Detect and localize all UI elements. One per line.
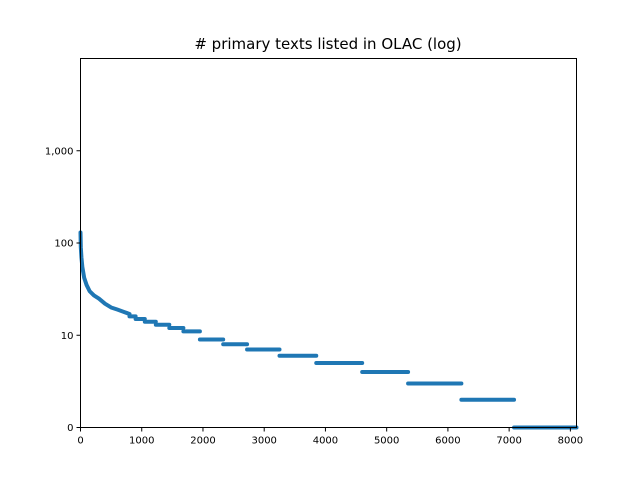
x-tick-label: 0 <box>77 436 83 447</box>
y-tick-label: 10 <box>61 331 74 342</box>
x-tick-label: 4000 <box>313 436 338 447</box>
y-tick-label: 0 <box>67 423 73 434</box>
y-axis: 0 10 100 1,000 <box>45 146 81 434</box>
chart-title: # primary texts listed in OLAC (log) <box>194 35 461 53</box>
x-tick-label: 5000 <box>374 436 399 447</box>
series-curve <box>78 230 132 316</box>
plot-frame <box>80 58 577 428</box>
x-tick-label: 6000 <box>435 436 460 447</box>
data-marks <box>78 230 579 430</box>
x-tick-label: 1000 <box>129 436 154 447</box>
x-tick-label: 3000 <box>251 436 276 447</box>
x-tick-label: 2000 <box>190 436 215 447</box>
x-tick-label: 7000 <box>496 436 521 447</box>
y-tick-label: 1,000 <box>45 146 74 157</box>
y-tick-label: 100 <box>54 239 73 250</box>
x-tick-label: 8000 <box>558 436 583 447</box>
x-axis: 0 1000 2000 3000 4000 5000 6000 7000 8000 <box>77 427 583 447</box>
